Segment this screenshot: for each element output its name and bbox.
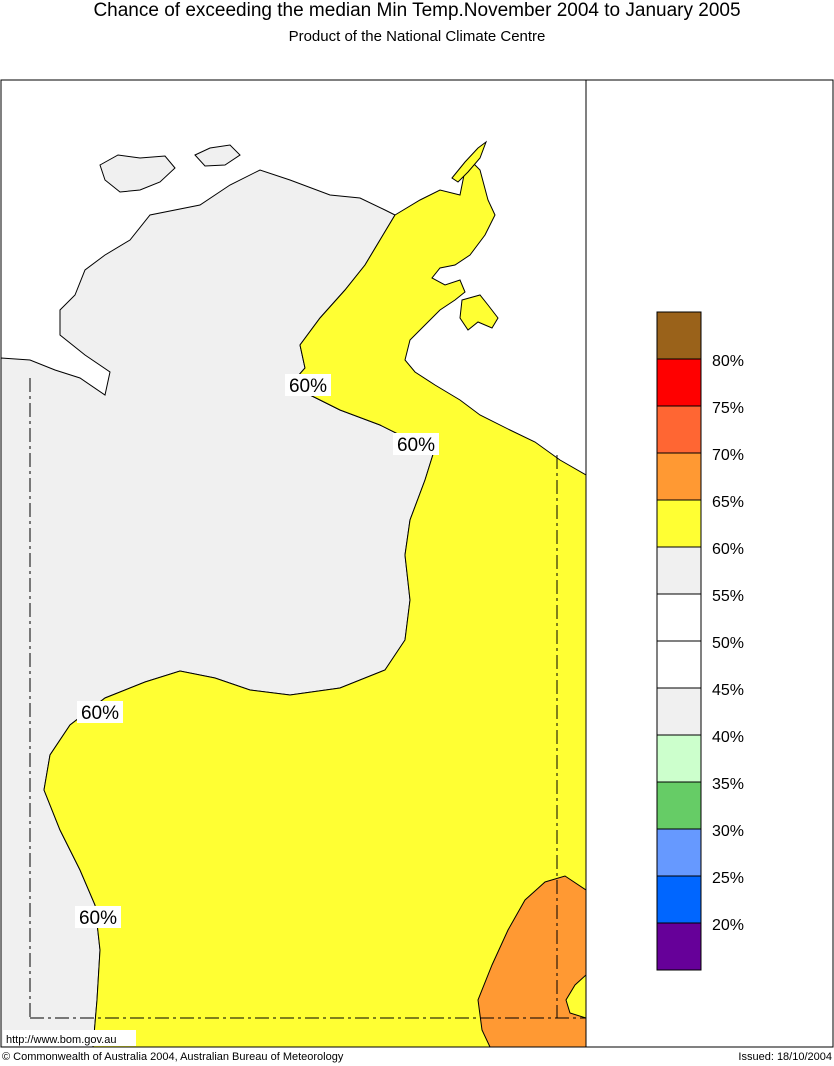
island-yellow: [459, 294, 499, 331]
url-box: [3, 1030, 136, 1046]
island-yellow-small: [451, 140, 488, 183]
legend-swatch: [656, 358, 702, 407]
legend-swatch: [656, 593, 702, 642]
legend-label: 45%: [712, 682, 744, 699]
legend-label: 55%: [712, 588, 744, 605]
land-pocket-yellow: [565, 974, 586, 1019]
legend-swatch: [656, 828, 702, 877]
map-subtitle: Product of the National Climate Centre: [288, 28, 546, 45]
legend-swatch: [656, 499, 702, 548]
legend-color-scale: [656, 311, 702, 971]
copyright-text: © Commonwealth of Australia 2004, Austra…: [2, 1051, 344, 1063]
legend-label: 25%: [712, 870, 744, 887]
legend-label: 80%: [712, 353, 744, 370]
legend-label: 50%: [712, 635, 744, 652]
legend-label: 30%: [712, 823, 744, 840]
contour-label: 60%: [397, 435, 435, 456]
map-title: Chance of exceeding the median Min Temp.…: [93, 0, 741, 21]
legend-swatch: [656, 546, 702, 595]
legend-swatch: [656, 875, 702, 924]
contour-label-bg: [393, 433, 439, 455]
legend-label: 75%: [712, 400, 744, 417]
map-area: 60% 60% 60% 60% http://www.bom.gov.au: [1, 80, 586, 1047]
legend-swatch: [656, 781, 702, 830]
contour-label-bg: [285, 374, 331, 396]
contour-label-bg: [75, 906, 121, 928]
issued-date: Issued: 18/10/2004: [738, 1051, 832, 1063]
legend-swatch: [656, 734, 702, 783]
contour-label-bg: [77, 701, 123, 723]
legend-swatch: [656, 311, 702, 360]
legend-panel: [585, 79, 834, 1048]
legend-label-group: 80% 75% 70% 65% 60% 55% 50% 45% 40% 35% …: [712, 353, 744, 934]
legend-label: 20%: [712, 917, 744, 934]
legend-label: 60%: [712, 541, 744, 558]
source-url[interactable]: http://www.bom.gov.au: [6, 1034, 116, 1046]
land-region-orange: [477, 875, 586, 1047]
legend-swatch: [656, 687, 702, 736]
island-grey-small: [194, 144, 241, 167]
contour-label: 60%: [79, 908, 117, 929]
legend-swatch: [656, 452, 702, 501]
contour-label: 60%: [81, 703, 119, 724]
island-grey: [99, 154, 176, 193]
legend-label: 65%: [712, 494, 744, 511]
legend-swatch: [656, 405, 702, 454]
legend-swatch: [656, 640, 702, 689]
legend-label: 40%: [712, 729, 744, 746]
contour-label: 60%: [289, 376, 327, 397]
legend-label: 35%: [712, 776, 744, 793]
legend-swatch: [656, 922, 702, 971]
legend-label: 70%: [712, 447, 744, 464]
